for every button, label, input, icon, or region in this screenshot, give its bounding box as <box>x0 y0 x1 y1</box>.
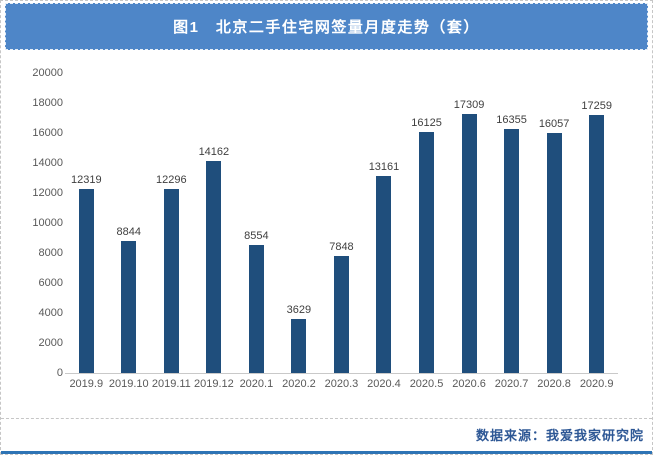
x-tick-label: 2020.4 <box>367 378 401 390</box>
bar <box>163 189 179 373</box>
bar-value-label: 8554 <box>244 230 269 243</box>
y-tick-label: 16000 <box>32 127 63 139</box>
bar-group: 16355 <box>490 74 533 373</box>
bar <box>461 114 477 373</box>
figure-title: 图1 北京二手住宅网签量月度走势（套） <box>173 19 480 36</box>
bar-value-label: 17309 <box>453 99 485 112</box>
bar-group: 17259 <box>575 74 618 373</box>
x-tick-label: 2019.11 <box>151 378 191 390</box>
bar <box>121 240 137 373</box>
bar-group: 12296 <box>150 74 193 373</box>
x-tick-label: 2020.2 <box>282 378 316 390</box>
x-tick-label: 2019.12 <box>193 378 234 390</box>
x-tick-label: 2019.10 <box>108 378 149 390</box>
bar-group: 12319 <box>65 74 108 373</box>
x-axis: 2019.9 2019.10 2019.11 2019.12 2020.1 2020.2 2… <box>65 378 618 390</box>
bar <box>291 318 307 373</box>
bar-value-label: 7848 <box>329 240 354 253</box>
bar-value-label: 3629 <box>286 303 312 316</box>
bar <box>419 131 435 373</box>
x-tick-label: 2020.9 <box>579 378 614 390</box>
y-tick-label: 4000 <box>38 307 63 319</box>
bar <box>78 188 94 373</box>
bar-group: 3629 <box>278 74 321 373</box>
y-tick-label: 8000 <box>38 247 63 259</box>
bar-value-label: 12296 <box>156 174 187 187</box>
bar <box>248 245 264 373</box>
bar-group: 13161 <box>363 74 406 373</box>
y-tick-label: 6000 <box>38 277 63 289</box>
x-tick-label: 2020.3 <box>324 378 359 390</box>
x-tick-label: 2020.6 <box>452 378 486 390</box>
y-tick-label: 14000 <box>32 157 63 169</box>
bar-value-label: 12319 <box>70 173 102 186</box>
x-tick-label: 2020.8 <box>537 378 571 390</box>
bar-value-label: 8844 <box>116 225 142 238</box>
bar-value-label: 13161 <box>368 161 400 174</box>
bottom-rule <box>1 451 652 454</box>
x-tick-label: 2020.1 <box>239 378 274 390</box>
y-tick-label: 12000 <box>32 187 63 199</box>
x-tick-label: 2020.7 <box>494 378 529 390</box>
bar-value-label: 17259 <box>581 100 612 112</box>
bar <box>589 115 605 373</box>
bar-group: 14162 <box>193 74 236 373</box>
y-tick-label: 10000 <box>32 217 63 229</box>
bar <box>333 255 349 373</box>
bar-group: 16057 <box>533 74 576 373</box>
x-tick-label: 2020.5 <box>409 378 444 390</box>
y-tick-label: 20000 <box>32 67 63 79</box>
bar-value-label: 16355 <box>496 113 527 126</box>
y-tick-label: 0 <box>56 367 63 379</box>
bar <box>206 161 222 373</box>
bar-value-label: 16057 <box>538 117 570 130</box>
bar-group: 7848 <box>320 74 363 373</box>
bar <box>546 132 562 373</box>
dashed-separator <box>1 418 652 419</box>
plot-area: 12319 8844 12296 14162 8554 3629 7848 13161 1612… <box>65 74 618 374</box>
bar <box>376 176 392 373</box>
bar-value-label: 14162 <box>198 146 230 159</box>
bar-group: 8844 <box>108 74 151 373</box>
y-axis: 20000 18000 16000 14000 12000 10000 8000 6000 40… <box>15 67 63 380</box>
bar-group: 17309 <box>448 74 491 373</box>
bar-value-label: 16125 <box>411 116 442 129</box>
y-tick-label: 2000 <box>38 337 63 349</box>
figure-title-bar: 图1 北京二手住宅网签量月度走势（套） <box>5 3 648 50</box>
bar-group: 16125 <box>405 74 448 373</box>
bar <box>504 128 520 373</box>
y-tick-label: 18000 <box>32 97 63 109</box>
bar-group: 8554 <box>235 74 278 373</box>
data-source-note: 数据来源：我爱我家研究院 <box>475 429 644 444</box>
x-tick-label: 2019.9 <box>69 378 104 390</box>
